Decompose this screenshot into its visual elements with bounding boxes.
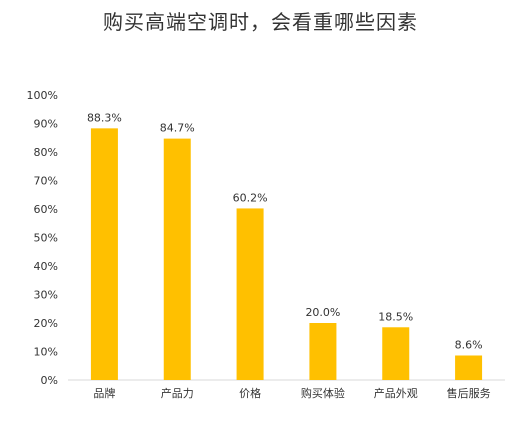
data-label: 8.6%	[455, 338, 483, 351]
bar	[163, 138, 191, 380]
y-tick-label: 0%	[41, 374, 58, 387]
bars-group	[90, 128, 483, 380]
data-labels-group: 88.3% 84.7% 60.2% 20.0% 18.5% 8.6%	[87, 111, 483, 351]
x-tick-label: 产品力	[161, 386, 194, 400]
bar	[309, 323, 337, 380]
chart-title: 购买高端空调时，会看重哪些因素	[103, 10, 418, 34]
y-tick-label: 40%	[34, 260, 58, 273]
x-tick-label: 售后服务	[447, 386, 491, 400]
data-label: 88.3%	[87, 111, 122, 124]
data-label: 18.5%	[378, 310, 413, 323]
y-tick-label: 90%	[34, 118, 58, 131]
data-label: 60.2%	[233, 191, 268, 204]
y-tick-label: 80%	[34, 146, 58, 159]
data-label: 20.0%	[305, 306, 340, 319]
y-tick-label: 60%	[34, 203, 58, 216]
y-axis: 0% 10% 20% 30% 40% 50% 60% 70% 80% 90% 100%	[27, 89, 58, 387]
y-tick-label: 10%	[34, 346, 58, 359]
x-tick-label: 产品外观	[374, 386, 418, 400]
bar	[236, 208, 264, 380]
y-tick-label: 20%	[34, 317, 58, 330]
bar	[455, 355, 483, 380]
bar	[90, 128, 118, 380]
y-tick-label: 30%	[34, 289, 58, 302]
x-tick-label: 购买体验	[301, 386, 345, 400]
y-tick-label: 100%	[27, 89, 58, 102]
x-tick-label: 价格	[239, 386, 261, 400]
bar	[382, 327, 410, 380]
y-tick-label: 50%	[34, 232, 58, 245]
x-axis: 品牌 产品力 价格 购买体验 产品外观 售后服务	[93, 386, 490, 400]
x-tick-label: 品牌	[93, 386, 115, 400]
y-tick-label: 70%	[34, 175, 58, 188]
data-label: 84.7%	[160, 122, 195, 135]
